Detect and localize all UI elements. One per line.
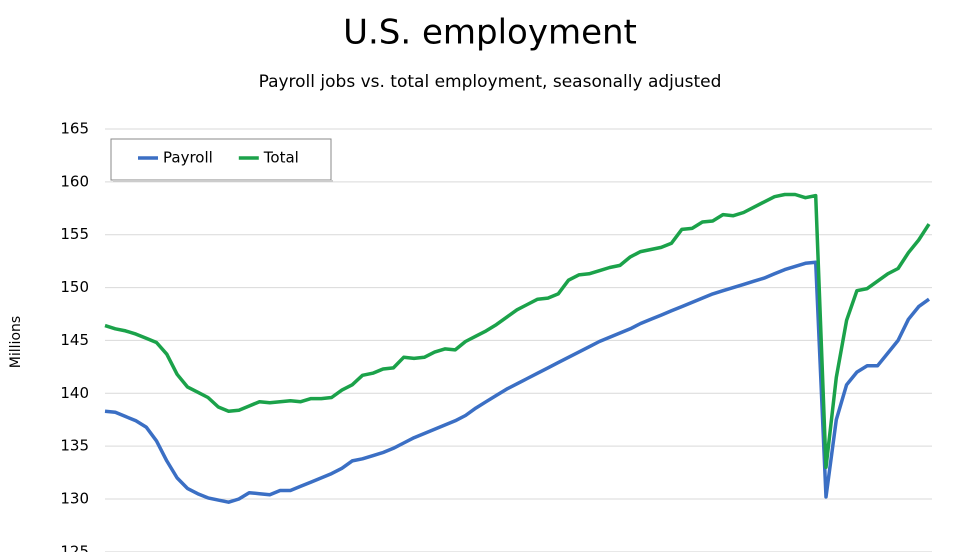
y-axis-label: Millions: [8, 316, 24, 368]
y-tick-label: 140: [60, 384, 89, 402]
data-line: [104, 260, 931, 504]
y-tick-label: 125: [60, 542, 89, 552]
y-tick-label: 160: [60, 172, 89, 190]
chart-title: U.S. employment: [343, 13, 637, 53]
data-line: [104, 192, 931, 470]
y-tick-label: 135: [60, 437, 89, 455]
legend-label: Payroll: [163, 149, 213, 167]
y-tick-label: 150: [60, 278, 89, 296]
legend-label: Total: [263, 149, 299, 167]
y-tick-label: 130: [60, 490, 89, 508]
y-tick-label: 155: [60, 225, 89, 243]
legend: Payroll Total: [110, 138, 333, 182]
chart-subtitle: Payroll jobs vs. total employment, seaso…: [259, 72, 722, 92]
legend-shadow: [113, 180, 333, 182]
y-tick-label: 165: [60, 120, 89, 138]
y-tick-label: 145: [60, 331, 89, 349]
